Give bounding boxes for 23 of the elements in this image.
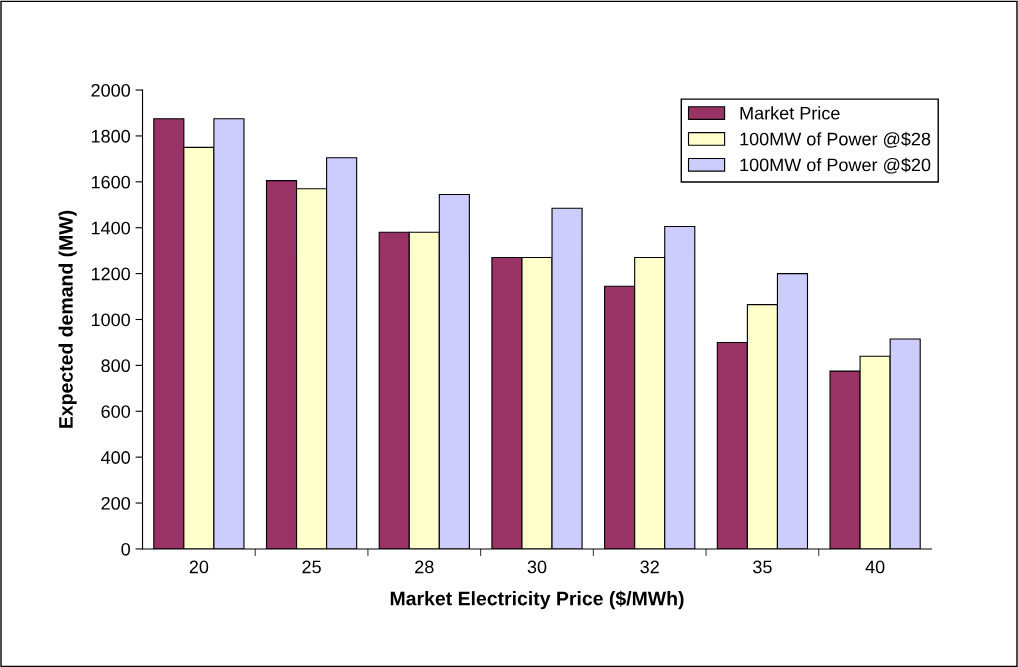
legend-label: Market Price [740,106,840,120]
y-tick-label: 200 [101,496,131,510]
x-tick-label: 35 [753,560,772,574]
x-tick-label: 32 [640,560,659,574]
x-axis-title: Market Electricity Price ($/MWh) [390,590,684,610]
y-tick-label: 2000 [91,83,131,97]
y-tick-label: 1800 [91,129,131,143]
y-tick-label: 400 [101,451,131,464]
y-tick-label: 600 [101,405,131,418]
y-tick-label: 0 [121,542,131,556]
y-tick-label: 1400 [91,221,131,235]
x-tick-label: 40 [865,560,885,574]
y-axis-title: Expected demand (MW) [58,210,77,428]
x-tick-label: 30 [527,560,547,574]
x-tick-label: 20 [189,560,209,574]
y-tick-label: 1600 [91,175,131,189]
x-tick-label: 28 [415,560,434,574]
y-tick-label: 1200 [91,267,131,281]
x-tick-label: 25 [302,560,321,574]
y-tick-label: 800 [101,359,131,373]
y-tick-label: 1000 [91,313,131,327]
legend-label: 100MW of Power @$28 [740,131,931,148]
legend-label: 100MW of Power @$20 [740,157,931,174]
